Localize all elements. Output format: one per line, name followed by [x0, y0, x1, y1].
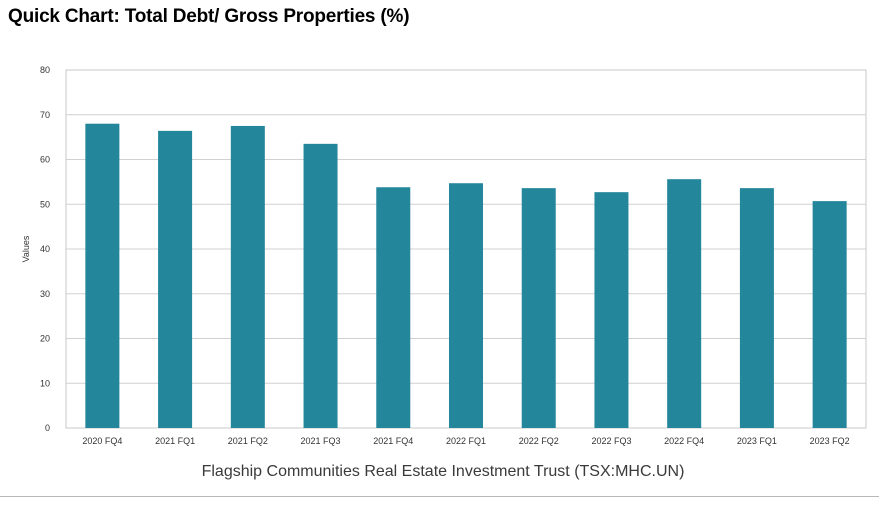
x-tick-label: 2021 FQ1 [155, 436, 195, 446]
y-tick-label: 20 [40, 334, 50, 344]
x-tick-label: 2023 FQ1 [737, 436, 777, 446]
bar [376, 187, 411, 428]
x-tick-label: 2021 FQ4 [373, 436, 413, 446]
bar [667, 179, 702, 428]
y-tick-label: 60 [40, 155, 50, 165]
y-tick-label: 40 [40, 244, 50, 254]
y-tick-label: 80 [40, 65, 50, 75]
y-tick-label: 0 [45, 423, 50, 433]
x-axis-caption: Flagship Communities Real Estate Investm… [202, 463, 685, 480]
bar [812, 201, 847, 428]
bar [594, 192, 629, 428]
y-tick-label: 10 [40, 378, 50, 388]
bar [739, 188, 774, 428]
bar [303, 143, 338, 428]
x-tick-label: 2022 FQ3 [591, 436, 631, 446]
x-tick-label: 2022 FQ4 [664, 436, 704, 446]
chart-title: Quick Chart: Total Debt/ Gross Propertie… [8, 6, 410, 27]
x-tick-label: 2022 FQ2 [519, 436, 559, 446]
bars [85, 123, 847, 429]
bar [158, 130, 193, 429]
x-tick-label: 2023 FQ2 [810, 436, 850, 446]
x-tick-label: 2021 FQ3 [301, 436, 341, 446]
bottom-divider [0, 496, 879, 497]
bar [230, 125, 265, 428]
y-tick-label: 70 [40, 110, 50, 120]
bar [449, 183, 483, 428]
x-tick-label: 2022 FQ1 [446, 436, 486, 446]
bar [85, 123, 120, 428]
y-tick-label: 50 [40, 199, 50, 209]
x-tick-labels: 2020 FQ4 2021 FQ1 2021 FQ2 2021 FQ3 2021 FQ4… [82, 436, 849, 446]
y-tick-label: 30 [40, 289, 50, 299]
x-tick-label: 2021 FQ2 [228, 436, 268, 446]
x-tick-label: 2020 FQ4 [82, 436, 122, 446]
y-axis-label: Values [21, 235, 31, 262]
y-tick-labels: 0 10 20 30 40 50 60 70 80 [40, 65, 50, 433]
bar [521, 188, 556, 428]
